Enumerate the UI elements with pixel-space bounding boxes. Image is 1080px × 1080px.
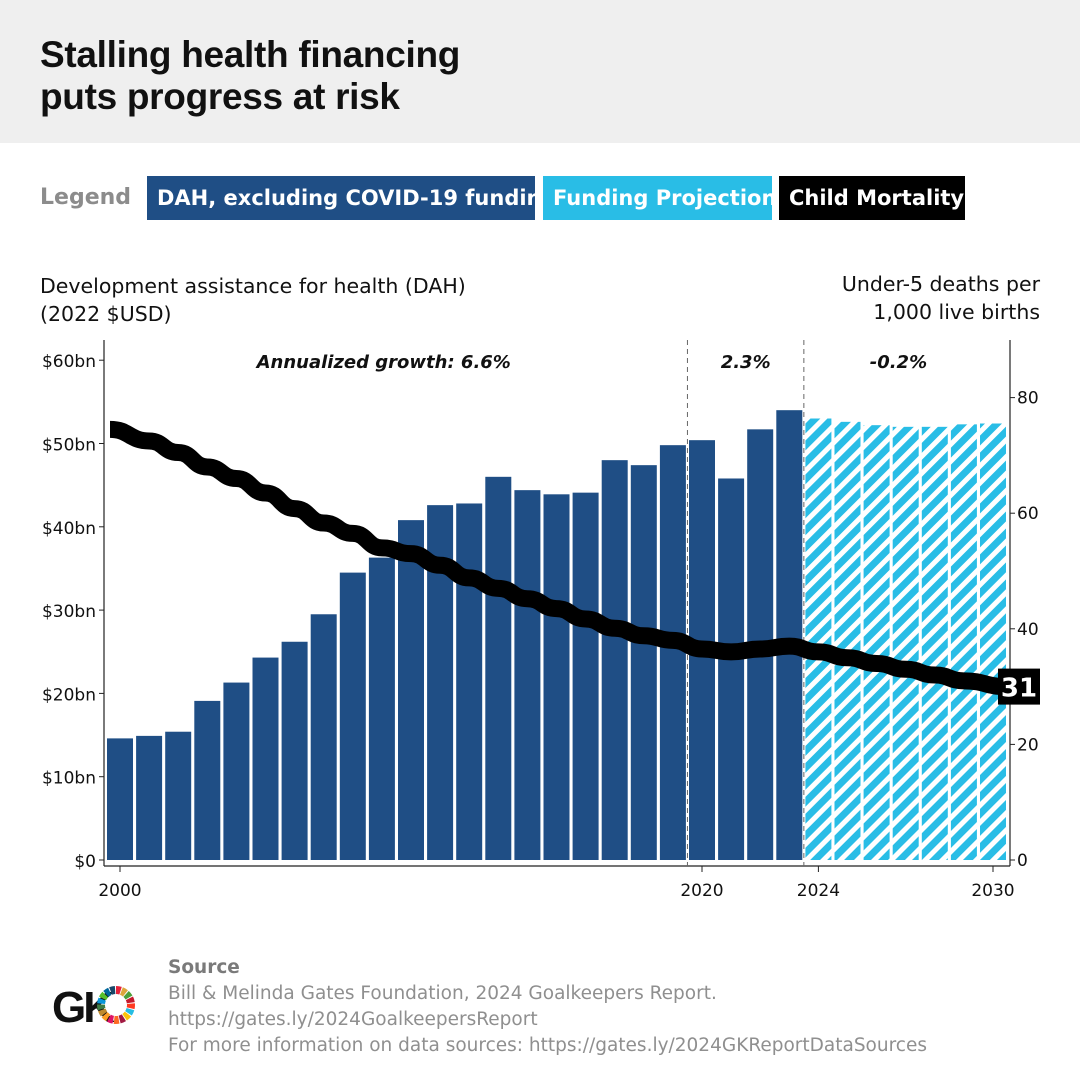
right-axis-title-line-2: 1,000 live births bbox=[873, 300, 1040, 324]
sdg-ring-segment bbox=[101, 1012, 111, 1022]
sdg-ring-segment bbox=[116, 986, 122, 995]
title-line-1: Stalling health financing bbox=[40, 34, 461, 75]
x-tick-label: 2020 bbox=[680, 881, 723, 901]
dah-bar bbox=[165, 731, 192, 860]
legend-label: Legend bbox=[40, 185, 132, 210]
dah-bar bbox=[659, 445, 686, 860]
right-axis-title-line-1: Under-5 deaths per bbox=[841, 272, 1040, 296]
sdg-ring-segment bbox=[106, 1014, 114, 1024]
dah-bar bbox=[252, 657, 279, 860]
left-tick-label: $40bn bbox=[42, 519, 96, 539]
dah-bar bbox=[310, 614, 337, 860]
dah-bar bbox=[601, 460, 628, 860]
title-line-2: puts progress at risk bbox=[40, 76, 400, 117]
right-tick-label: 60 bbox=[1017, 504, 1039, 524]
sdg-ring-segment bbox=[113, 1015, 120, 1024]
sdg-ring-segment bbox=[98, 991, 109, 1001]
end-value-badge bbox=[998, 668, 1040, 705]
dah-bar bbox=[630, 465, 657, 860]
sdg-ring-segment bbox=[118, 1014, 127, 1024]
left-tick-label: $30bn bbox=[42, 602, 96, 622]
left-axis-title-line-2: (2022 $USD) bbox=[40, 302, 172, 326]
sdg-ring-segment bbox=[97, 1004, 106, 1011]
dah-bar bbox=[776, 410, 803, 860]
x-tick-label: 2024 bbox=[797, 881, 840, 901]
source-line-2: https://gates.ly/2024GoalkeepersReport bbox=[168, 1009, 538, 1030]
dah-bar bbox=[572, 492, 599, 860]
left-tick-label: $60bn bbox=[42, 352, 96, 372]
dah-bar bbox=[223, 682, 250, 860]
dah-bar bbox=[281, 641, 308, 860]
right-tick-label: 0 bbox=[1017, 851, 1028, 871]
right-tick-label: 80 bbox=[1017, 389, 1039, 409]
left-tick-label: $0 bbox=[74, 852, 96, 872]
projection-bar bbox=[921, 426, 948, 860]
sdg-ring-segment bbox=[125, 1008, 135, 1016]
x-tick-label: 2000 bbox=[98, 881, 141, 901]
dah-bar bbox=[398, 520, 424, 860]
projection-bar bbox=[834, 421, 861, 860]
child-mortality-line bbox=[109, 420, 1007, 696]
growth-annotation: 2.3% bbox=[721, 352, 771, 373]
page-title: Stalling health financing puts progress … bbox=[40, 34, 460, 118]
dah-bar bbox=[456, 503, 483, 860]
source-block: Source Bill & Melinda Gates Foundation, … bbox=[168, 955, 927, 1059]
projection-bar bbox=[863, 425, 890, 860]
projection-bar bbox=[950, 424, 977, 860]
dah-bar bbox=[718, 478, 745, 860]
source-title: Source bbox=[168, 957, 240, 978]
dah-bar bbox=[514, 490, 541, 860]
sdg-ring-icon bbox=[97, 986, 135, 1024]
dah-bar bbox=[543, 494, 570, 860]
right-tick-label: 40 bbox=[1017, 620, 1039, 640]
sdg-ring-segment bbox=[109, 986, 116, 995]
projection-bar bbox=[805, 418, 832, 860]
sdg-ring-segment bbox=[122, 1011, 132, 1021]
source-line-3: For more information on data sources: ht… bbox=[168, 1035, 927, 1056]
right-tick-label: 20 bbox=[1017, 735, 1039, 755]
legend-child-mortality: Child Mortality bbox=[779, 176, 965, 220]
dah-bar bbox=[485, 476, 512, 860]
sdg-ring-segment bbox=[125, 996, 135, 1004]
dah-bar bbox=[339, 572, 366, 860]
goalkeepers-logo: GK bbox=[52, 983, 135, 1030]
growth-annotation: -0.2% bbox=[870, 352, 927, 373]
legend-dah: DAH, excluding COVID-19 funding bbox=[147, 176, 557, 220]
growth-annotation: Annualized growth: 6.6% bbox=[255, 352, 511, 373]
left-axis-title: Development assistance for health (DAH) … bbox=[40, 272, 466, 328]
sdg-ring-segment bbox=[98, 1008, 108, 1017]
dah-bar bbox=[194, 700, 221, 860]
left-tick-label: $10bn bbox=[42, 769, 96, 789]
dah-bar bbox=[368, 557, 395, 860]
x-tick-label: 2030 bbox=[971, 881, 1014, 901]
left-tick-label: $20bn bbox=[42, 685, 96, 705]
source-line-1: Bill & Melinda Gates Foundation, 2024 Go… bbox=[168, 983, 717, 1004]
legend-funding-projection: Funding Projection bbox=[543, 176, 776, 220]
left-tick-label: $50bn bbox=[42, 436, 96, 456]
projection-bar bbox=[892, 426, 919, 860]
end-value-label: 31 bbox=[1001, 674, 1037, 704]
sdg-ring-segment bbox=[123, 990, 133, 1000]
sdg-ring-segment bbox=[103, 987, 112, 997]
dah-bar bbox=[107, 738, 133, 860]
header-band: Stalling health financing puts progress … bbox=[0, 0, 1080, 143]
projection-bar bbox=[980, 423, 1006, 860]
dah-bar bbox=[136, 735, 163, 860]
sdg-ring-segment bbox=[97, 997, 106, 1004]
sdg-ring-segment bbox=[119, 987, 128, 997]
left-axis-title-line-1: Development assistance for health (DAH) bbox=[40, 274, 466, 298]
sdg-ring-segment bbox=[126, 1003, 135, 1010]
right-axis-title: Under-5 deaths per 1,000 live births bbox=[842, 270, 1040, 326]
